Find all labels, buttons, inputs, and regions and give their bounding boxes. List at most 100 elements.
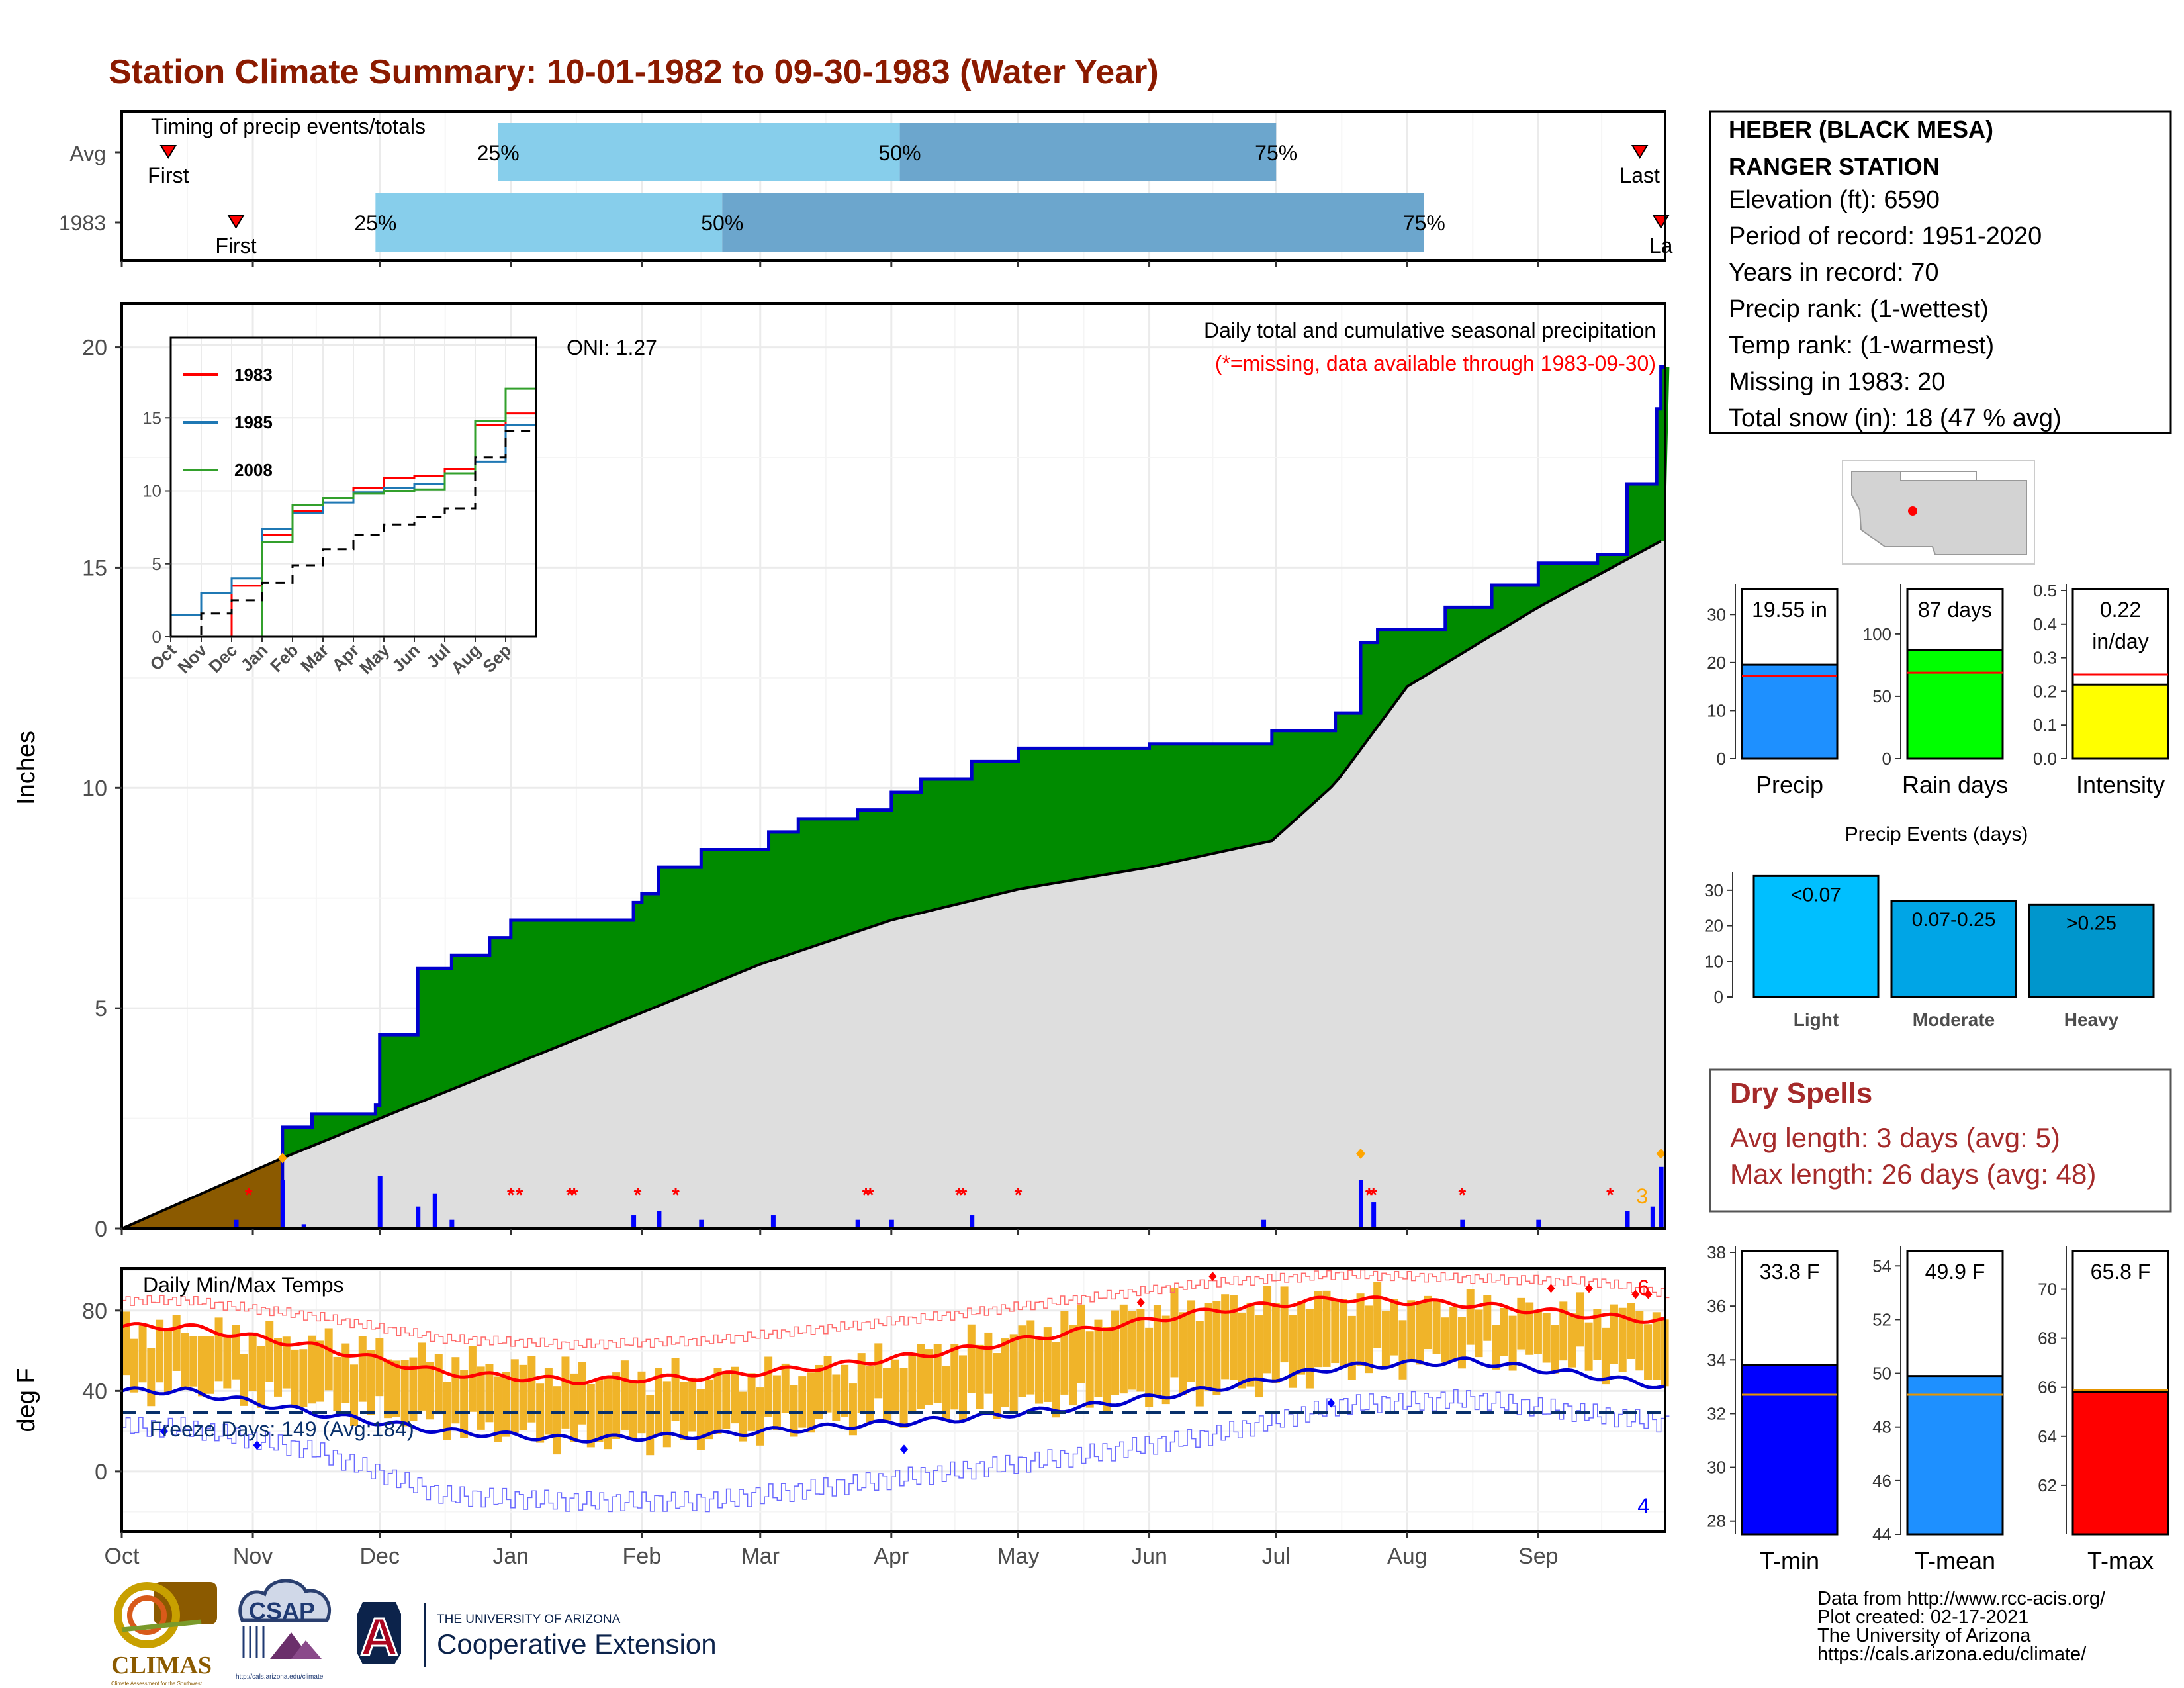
missing-day-marker-3: * (566, 1184, 574, 1206)
daily-temp-bar-42 (299, 1349, 308, 1407)
precip-chart-title: Daily total and cumulative seasonal prec… (1204, 318, 1656, 342)
precip-summary-ytick-label-2-2: 0.2 (2033, 681, 2057, 701)
daily-temp-bar-118 (620, 1360, 629, 1430)
temp-x-tick-label-9: Jul (1261, 1544, 1290, 1569)
station-name-line1: HEBER (BLACK MESA) (1729, 116, 1993, 143)
daily-temp-bar-280 (1305, 1309, 1314, 1389)
timing-pct-label-1983-2: 75% (1403, 211, 1445, 235)
daily-temp-bar-6 (147, 1348, 156, 1407)
daily-temp-bar-254 (1195, 1321, 1204, 1407)
temp-summary-ytick-label-1-5: 54 (1872, 1256, 1891, 1276)
daily-temp-bar-142 (722, 1373, 731, 1429)
daily-temp-bar-128 (662, 1381, 671, 1448)
daily-temp-bar-38 (282, 1336, 291, 1389)
daily-temp-bar-250 (1179, 1312, 1187, 1395)
precip-average-area (282, 541, 1665, 1229)
missing-day-marker-0: * (245, 1184, 253, 1206)
precip-summary-bar-1 (1906, 649, 2004, 760)
inset-ytick-label-0: 0 (152, 627, 161, 647)
daily-temp-bar-120 (629, 1380, 637, 1438)
precip-summary-value-unit-2: in/day (2092, 630, 2148, 653)
daily-precip-bar-12 (889, 1219, 894, 1229)
daily-precip-bar-16 (1371, 1202, 1377, 1229)
daily-temp-bar-16 (189, 1336, 198, 1387)
missing-day-marker-1: * (507, 1184, 515, 1206)
daily-temp-bar-290 (1347, 1315, 1356, 1380)
temp-x-tick-label-6: Apr (874, 1544, 909, 1569)
record-high-marker-3 (1631, 1289, 1640, 1299)
record-max-line (122, 1269, 1670, 1350)
events-bar-label-0: <0.07 (1791, 884, 1841, 906)
daily-temp-bar-266 (1246, 1302, 1255, 1387)
daily-temp-bar-152 (764, 1356, 773, 1417)
daily-precip-bar-18 (1536, 1219, 1541, 1229)
events-category-2: Heavy (2064, 1009, 2119, 1030)
missing-day-marker-5: * (634, 1184, 642, 1206)
precip-summary-label-1: Rain days (1902, 771, 2008, 798)
daily-temp-bar-260 (1221, 1294, 1230, 1380)
daily-temp-bar-244 (1153, 1305, 1161, 1395)
precip-summary-ytick-label-0-2: 20 (1707, 653, 1726, 673)
climas-wordmark: CLIMAS (111, 1652, 212, 1679)
daily-precip-bar-5 (432, 1193, 437, 1229)
events-ytick-label-0: 0 (1714, 987, 1723, 1007)
precip-events-title: Precip Events (days) (1845, 823, 2028, 845)
dry-spells-box: Dry Spells Avg length: 3 days (avg: 5) M… (1709, 1068, 2172, 1213)
inset-series-line-0 (171, 351, 537, 638)
timing-bar-50-75-avg (899, 123, 1277, 181)
missing-day-marker-12: * (1365, 1184, 1373, 1206)
missing-day-marker-9: * (955, 1184, 963, 1206)
daily-temp-bar-134 (688, 1377, 697, 1432)
temp-ytick-label-0: 0 (95, 1460, 107, 1485)
daily-temp-bar-186 (908, 1353, 917, 1413)
temp-x-tick-label-1: Nov (233, 1544, 273, 1569)
oni-value: ONI: 1.27 (567, 336, 657, 359)
temp-chart-title: Daily Min/Max Temps (143, 1273, 343, 1297)
temp-summary-bar-2 (2071, 1391, 2169, 1536)
daily-temp-bar-88 (494, 1376, 502, 1442)
daily-temp-bar-326 (1500, 1307, 1508, 1356)
csap-logo: CSAP http://cals.arizona.edu/climate (236, 1579, 332, 1681)
precip-summary-ytick-label-2-3: 0.3 (2033, 648, 2057, 668)
temp-summary-ytick-label-1-4: 52 (1872, 1309, 1891, 1329)
daily-temp-bar-40 (291, 1349, 299, 1408)
daily-temp-bar-150 (756, 1387, 764, 1446)
csap-url: http://cals.arizona.edu/climate (236, 1673, 324, 1681)
daily-temp-bar-212 (1018, 1325, 1026, 1397)
daily-temp-bar-90 (502, 1372, 511, 1437)
record-high-marker-5 (1136, 1297, 1145, 1307)
station-location-dot (1908, 506, 1917, 516)
daily-temp-bar-240 (1136, 1309, 1145, 1392)
inset-ytick-label-2: 10 (142, 481, 161, 501)
credits: Data from http://www.rcc-acis.org/ Plot … (1817, 1588, 2106, 1665)
missing-day-marker-10: * (960, 1184, 968, 1206)
inset-legend-label-2: 2008 (234, 460, 273, 480)
daily-temp-bar-126 (655, 1368, 663, 1436)
daily-temp-bar-100 (544, 1368, 553, 1435)
daily-temp-bar-258 (1212, 1301, 1221, 1395)
daily-temp-bar-302 (1398, 1320, 1407, 1380)
daily-temp-bar-300 (1390, 1299, 1398, 1356)
daily-temp-bar-274 (1280, 1286, 1289, 1363)
daily-temp-bar-298 (1381, 1310, 1390, 1369)
climas-logo: CLIMAS Climate Assessment for the Southw… (111, 1582, 217, 1687)
precip-summary-ytick-label-0-1: 10 (1707, 700, 1726, 720)
credit-data-source: Data from http://www.rcc-acis.org/ (1817, 1588, 2106, 1609)
csap-wordmark: CSAP (249, 1597, 315, 1624)
temp-x-tick-label-2: Dec (359, 1544, 399, 1569)
daily-temp-bar-348 (1593, 1309, 1602, 1360)
precip-ytick-label-1: 5 (95, 996, 107, 1021)
temp-summary-ytick-label-1-1: 46 (1872, 1471, 1891, 1491)
daily-temp-bar-172 (848, 1383, 857, 1436)
daily-temp-bar-340 (1559, 1301, 1568, 1361)
daily-temp-bar-238 (1128, 1311, 1136, 1390)
daily-temp-bar-282 (1314, 1291, 1322, 1368)
inset-series-line-3 (171, 409, 537, 638)
daily-temp-bar-86 (485, 1364, 494, 1423)
daily-temp-bar-196 (950, 1344, 959, 1410)
daily-temp-bar-206 (993, 1353, 1001, 1419)
daily-temp-bar-224 (1069, 1325, 1077, 1406)
timing-first-marker-avg (159, 145, 177, 159)
daily-temp-bar-158 (790, 1385, 798, 1437)
temp-summary-label-2: T-max (2087, 1547, 2154, 1574)
